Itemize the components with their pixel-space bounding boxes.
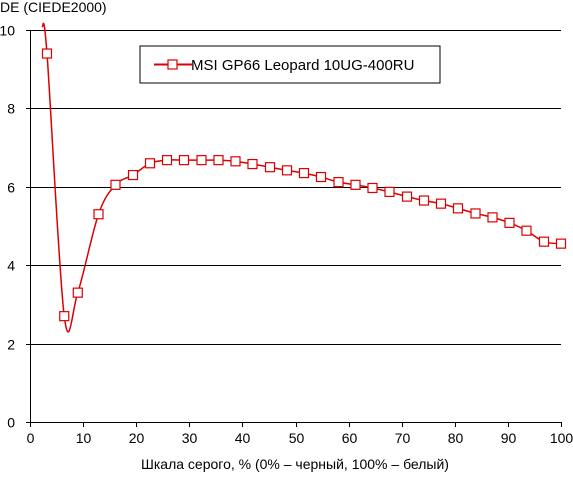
tick-labels: 0 10 20 30 40 50 60 70 80 90 100 0 2 4 6 8 10 [0, 23, 573, 447]
data-point-marker [264, 162, 276, 173]
data-point-marker [213, 155, 224, 166]
data-point-marker [93, 209, 104, 220]
data-point-marker [247, 158, 258, 170]
x-tick-label: 90 [501, 430, 517, 446]
y-tick-label: 8 [7, 101, 15, 117]
data-point-marker [196, 155, 207, 166]
x-tick-label: 100 [550, 430, 573, 446]
data-point-marker [418, 195, 430, 206]
x-tick-label: 10 [76, 430, 92, 446]
data-point-marker [555, 238, 567, 249]
data-point-marker [504, 217, 515, 228]
legend-marker [167, 59, 178, 70]
series [41, 22, 567, 333]
x-tick-label: 50 [289, 430, 305, 446]
data-point-marker [110, 179, 121, 190]
x-tick-label: 70 [395, 430, 411, 446]
data-point-marker [127, 169, 139, 181]
y-tick-label: 4 [7, 258, 15, 274]
legend: MSI GP66 Leopard 10UG-400RU [139, 45, 441, 84]
y-tick-label: 2 [7, 337, 15, 353]
data-point-marker [435, 198, 447, 209]
data-point-marker [144, 158, 156, 169]
x-axis-label: Шкала серого, % (0% – черный, 100% – бел… [141, 456, 449, 472]
x-tick-label: 60 [342, 430, 358, 446]
y-axis-label: DE (CIEDE2000) [0, 0, 107, 15]
y-tick-label: 0 [7, 415, 15, 431]
data-point-marker [72, 287, 83, 298]
data-point-marker [41, 48, 53, 59]
data-point-marker [521, 225, 532, 236]
x-tick-label: 80 [448, 430, 464, 446]
data-point-marker [452, 203, 464, 214]
data-point-marker [333, 176, 344, 188]
data-point-marker [350, 179, 361, 190]
data-point-marker [298, 167, 310, 179]
data-point-marker [281, 165, 293, 176]
data-point-marker [315, 171, 327, 183]
data-point-marker [59, 311, 70, 322]
x-tick-label: 40 [235, 430, 251, 446]
x-tick-label: 0 [27, 430, 35, 446]
y-tick-label: 10 [0, 23, 15, 39]
data-point-marker [367, 182, 378, 194]
data-point-marker [470, 208, 481, 219]
data-point-marker [384, 186, 395, 197]
data-point-marker [538, 236, 550, 247]
data-point-marker [487, 212, 498, 223]
x-tick-label: 20 [129, 430, 145, 446]
data-point-marker [161, 155, 173, 166]
data-point-marker [230, 156, 241, 167]
x-tick-label: 30 [182, 430, 198, 446]
data-point-marker [401, 191, 413, 202]
legend-label: MSI GP66 Leopard 10UG-400RU [191, 57, 414, 74]
data-point-marker [178, 155, 190, 166]
axes [26, 30, 562, 427]
y-tick-label: 6 [7, 180, 15, 196]
